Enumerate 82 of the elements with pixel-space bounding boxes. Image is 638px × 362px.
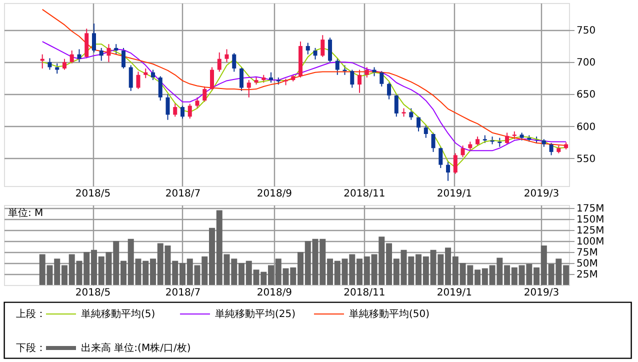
candlestick <box>232 52 236 72</box>
candlestick <box>55 62 60 74</box>
y-tick-label: 25M <box>576 270 598 281</box>
candlestick <box>99 47 104 62</box>
candlestick <box>313 47 318 60</box>
candlestick <box>62 58 66 70</box>
y-tick-label: 550 <box>576 154 596 165</box>
y-tick-label: 700 <box>576 58 596 69</box>
candlestick <box>136 71 140 90</box>
candlestick <box>549 142 554 156</box>
y-tick-label: 600 <box>576 122 596 133</box>
candlestick <box>144 68 148 79</box>
candlestick <box>195 96 200 109</box>
candlestick <box>380 70 384 87</box>
candlestick <box>240 66 244 92</box>
y-tick-label: 75M <box>576 248 598 259</box>
candlestick <box>335 58 340 76</box>
legend-label: 単純移動平均(25) <box>215 308 296 320</box>
candlestick <box>128 64 133 92</box>
y-tick-label: 750 <box>576 25 596 36</box>
candlestick <box>431 132 436 152</box>
candlestick <box>92 23 96 53</box>
legend-title: 下段： <box>16 342 46 354</box>
legend-label: 単純移動平均(50) <box>349 308 430 320</box>
candlestick <box>505 132 510 145</box>
x-tick-label: 2018/9 <box>256 188 292 200</box>
candlestick <box>202 86 207 102</box>
candlestick <box>460 145 465 158</box>
y-tick-label: 175M <box>576 204 604 215</box>
candlestick <box>246 80 251 98</box>
x-tick-label: 2018/5 <box>75 188 111 200</box>
candlestick <box>158 76 162 102</box>
candlestick <box>416 116 421 132</box>
candlestick <box>320 34 325 58</box>
candlestick <box>70 50 74 64</box>
candlestick <box>48 58 52 70</box>
candlestick <box>210 66 214 92</box>
x-tick-label: 2019/1 <box>436 188 472 200</box>
candlestick <box>446 160 450 182</box>
x-tick-label: 2018/7 <box>165 188 201 200</box>
x-tick-label: 2019/1 <box>436 288 472 298</box>
x-tick-label: 2019/3 <box>524 288 560 298</box>
candlestick <box>40 54 44 69</box>
candlestick <box>166 94 170 120</box>
candlestick <box>453 152 458 174</box>
y-tick-label: 50M <box>576 258 598 270</box>
candlestick <box>424 124 428 138</box>
candlestick <box>409 108 414 120</box>
candlestick <box>350 69 354 88</box>
candlestick <box>224 48 229 63</box>
candlestick <box>438 146 443 169</box>
x-tick-label: 2018/9 <box>256 288 292 298</box>
y-tick-label: 650 <box>576 90 596 101</box>
legend-title: 上段： <box>16 308 46 320</box>
x-tick-label: 2018/11 <box>344 288 386 298</box>
candlestick <box>188 103 192 120</box>
candlestick <box>364 66 369 78</box>
y-axis-title: 単位: M <box>8 207 44 219</box>
candlestick <box>77 48 82 63</box>
candlestick <box>106 44 111 63</box>
candlestick <box>180 105 184 120</box>
candlestick <box>173 102 178 118</box>
candlestick <box>328 37 332 63</box>
x-tick-label: 2018/5 <box>75 288 111 298</box>
y-tick-label: 100M <box>576 236 604 248</box>
candlestick <box>217 52 222 72</box>
x-tick-label: 2019/3 <box>524 188 560 200</box>
candlestick <box>306 42 310 55</box>
candlestick <box>358 69 362 94</box>
candlestick <box>269 72 274 84</box>
x-tick-label: 2018/7 <box>165 288 201 298</box>
y-tick-label: 150M <box>576 214 604 226</box>
y-tick-label: 125M <box>576 226 604 237</box>
candlestick <box>394 94 398 118</box>
candlestick <box>114 44 118 55</box>
candlestick <box>84 28 89 59</box>
candlestick <box>150 69 155 81</box>
candlestick <box>387 82 392 100</box>
candlestick <box>121 47 126 69</box>
x-tick-label: 2018/11 <box>344 188 386 200</box>
legend-label: 出来高 単位:(M株/口/枚) <box>81 342 191 354</box>
legend-label: 単純移動平均(5) <box>81 308 156 320</box>
